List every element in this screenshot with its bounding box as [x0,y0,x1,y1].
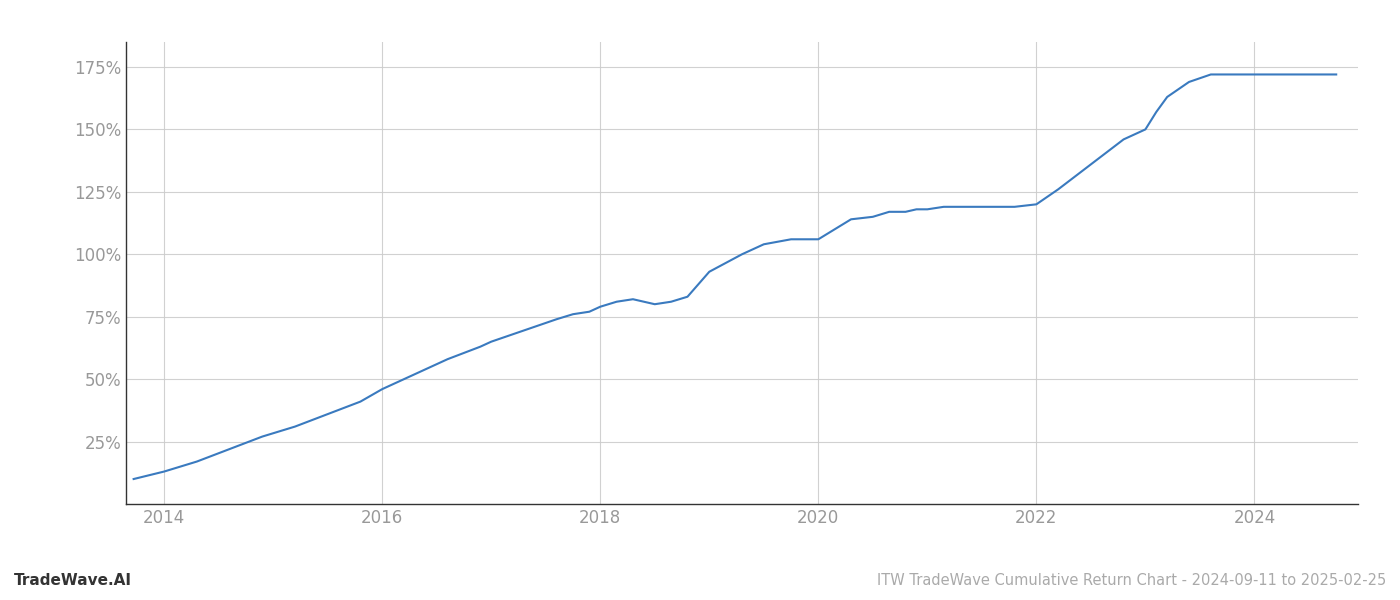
Text: ITW TradeWave Cumulative Return Chart - 2024-09-11 to 2025-02-25: ITW TradeWave Cumulative Return Chart - … [876,573,1386,588]
Text: TradeWave.AI: TradeWave.AI [14,573,132,588]
